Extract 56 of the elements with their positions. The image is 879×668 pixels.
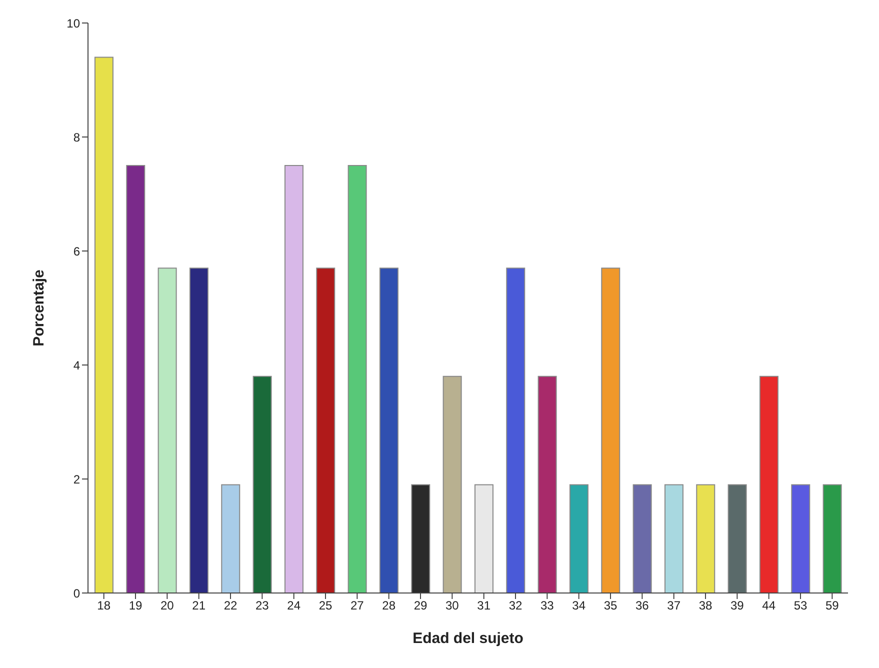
- bar: [126, 165, 146, 593]
- bar: [411, 484, 430, 593]
- bar: [759, 376, 778, 593]
- bar: [696, 484, 716, 593]
- bar: [252, 376, 272, 593]
- bar: [221, 484, 240, 593]
- y-tick-label: 10: [66, 16, 80, 30]
- x-tick-label: 29: [414, 598, 428, 613]
- x-tick-label: 59: [825, 598, 840, 613]
- x-tick-label: 44: [762, 598, 776, 613]
- bar: [379, 268, 398, 593]
- y-tick-label: 4: [73, 358, 80, 372]
- x-tick-label: 53: [794, 598, 808, 613]
- bar: [601, 268, 620, 593]
- x-tick-label: 20: [160, 598, 174, 613]
- x-axis-title: Edad del sujeto: [412, 630, 524, 647]
- y-tick-label: 2: [73, 472, 80, 486]
- x-tick-label: 35: [604, 598, 618, 613]
- bar: [728, 484, 747, 593]
- bar: [94, 56, 114, 593]
- bar: [822, 484, 842, 593]
- x-tick-label: 27: [350, 598, 364, 613]
- bar: [538, 376, 557, 593]
- bar: [506, 268, 526, 593]
- bar: [316, 268, 336, 593]
- bar: [158, 268, 177, 593]
- x-tick-label: 38: [698, 598, 712, 613]
- x-tick-label: 21: [192, 598, 206, 613]
- x-tick-label: 37: [667, 598, 681, 613]
- x-tick-label: 19: [128, 598, 142, 613]
- x-tick-label: 32: [508, 598, 522, 613]
- x-tick-label: 36: [635, 598, 650, 613]
- x-tick-label: 34: [572, 598, 586, 613]
- x-tick-label: 39: [730, 598, 744, 613]
- y-tick-label: 8: [73, 130, 80, 144]
- bar: [569, 484, 588, 593]
- bar: [442, 376, 462, 593]
- x-tick-label: 30: [445, 598, 460, 613]
- bar: [632, 484, 652, 593]
- bar: [189, 268, 208, 593]
- y-tick-label: 6: [73, 244, 80, 258]
- x-tick-label: 25: [318, 598, 332, 613]
- bar: [284, 165, 304, 593]
- y-tick-label: 0: [73, 586, 80, 600]
- x-tick-label: 18: [97, 598, 111, 613]
- y-axis-title: Porcentaje: [30, 270, 48, 346]
- bar: [348, 165, 367, 593]
- bar: [791, 484, 810, 593]
- x-tick-label: 31: [477, 598, 491, 613]
- x-tick-label: 22: [224, 598, 238, 613]
- bar: [474, 484, 494, 593]
- x-tick-label: 24: [287, 598, 301, 613]
- x-tick-label: 28: [382, 598, 396, 613]
- x-tick-label: 33: [540, 598, 554, 613]
- bar: [664, 484, 684, 593]
- x-tick-label: 23: [255, 598, 270, 613]
